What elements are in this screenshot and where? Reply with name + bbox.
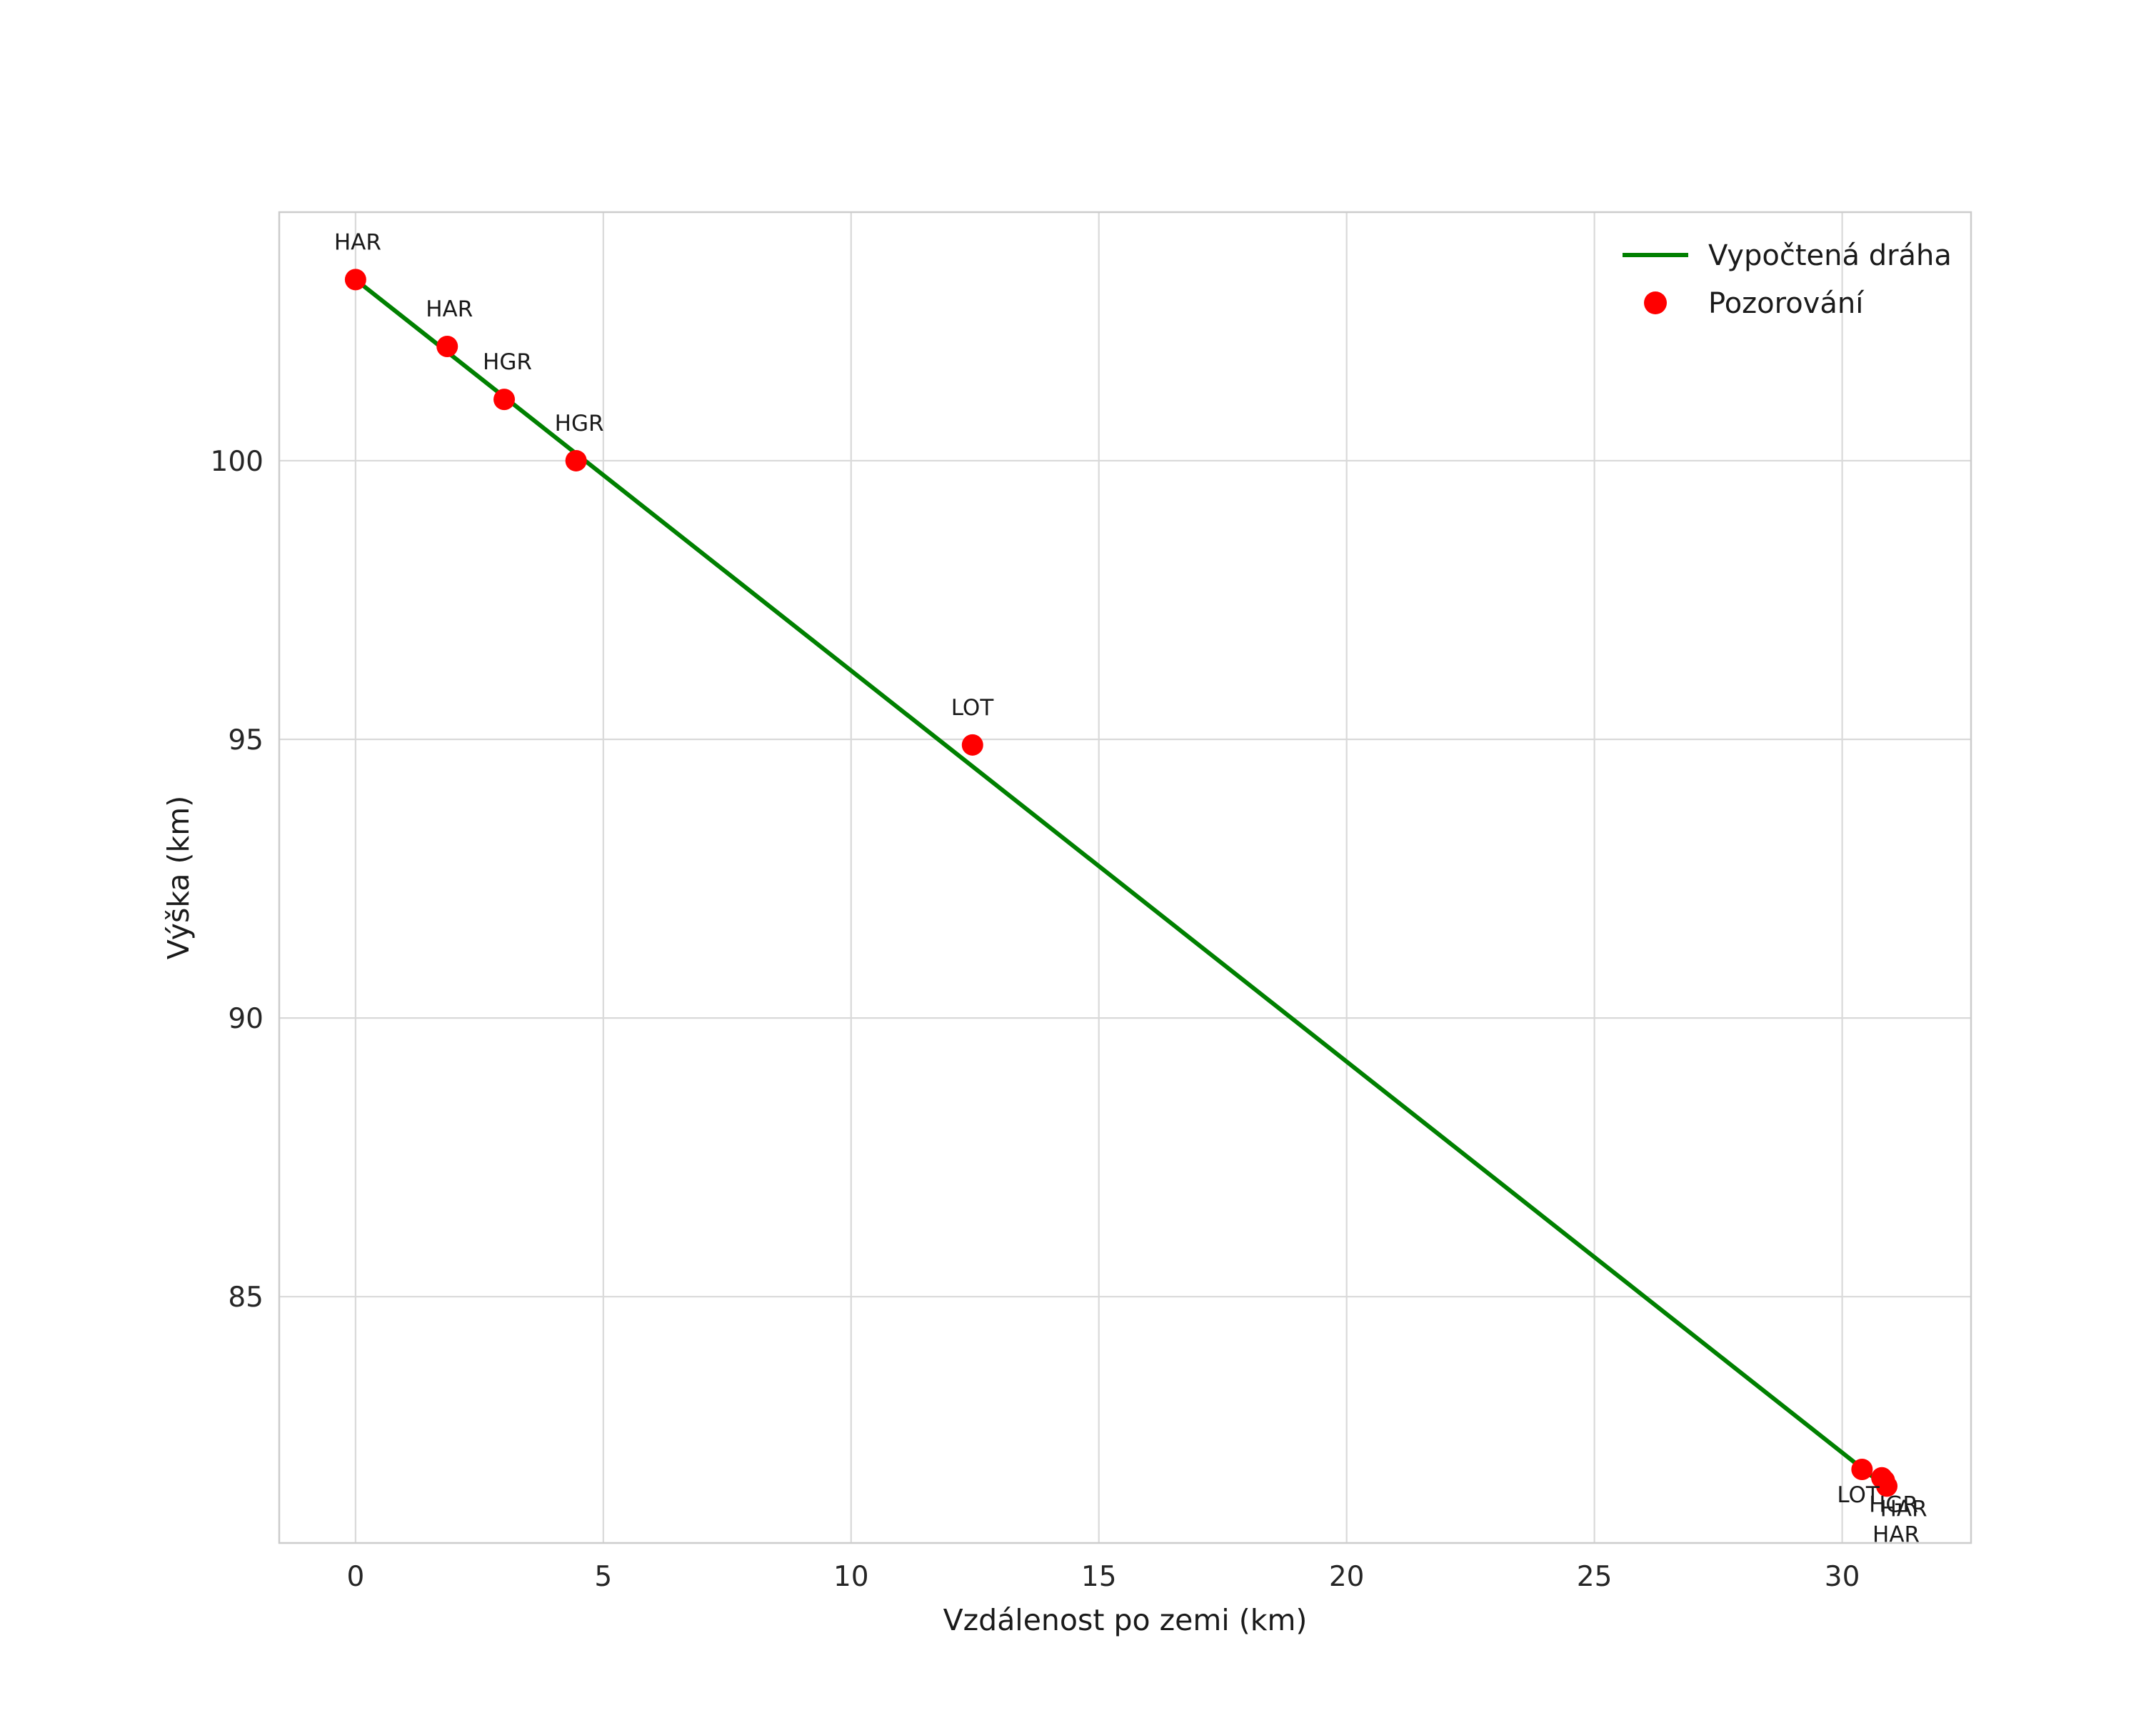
y-tick-label: 100: [211, 446, 264, 478]
observation-point: [565, 449, 587, 471]
point-label: LOT: [951, 695, 995, 721]
y-tick-label: 90: [228, 1003, 264, 1035]
x-tick-label: 15: [1081, 1561, 1117, 1593]
point-label: HAR: [334, 229, 381, 255]
point-label: HAR: [1880, 1497, 1927, 1522]
legend-label: Pozorování: [1708, 287, 1865, 320]
legend-point-sample: [1644, 291, 1667, 314]
observation-point: [1851, 1459, 1873, 1481]
x-tick-label: 25: [1577, 1561, 1613, 1593]
point-label: LOT: [1837, 1482, 1880, 1508]
x-tick-label: 5: [594, 1561, 612, 1593]
x-axis-title: Vzdálenost po zemi (km): [943, 1603, 1308, 1637]
y-tick-label: 95: [228, 724, 264, 756]
point-label: HGR: [1869, 1492, 1918, 1518]
observation-point: [436, 336, 458, 358]
y-tick-label: 85: [228, 1282, 264, 1314]
observation-point: [1876, 1475, 1898, 1497]
trajectory-line: [353, 277, 1875, 1479]
y-axis-title: Výška (km): [161, 796, 196, 959]
point-label: HGR: [483, 349, 532, 375]
observation-point: [344, 269, 366, 291]
x-tick-label: 0: [346, 1561, 364, 1593]
point-label: HGR: [555, 411, 604, 436]
point-label: HAR: [1872, 1522, 1920, 1547]
observation-point: [493, 389, 516, 411]
observation-point: [961, 734, 983, 756]
x-tick-label: 10: [833, 1561, 869, 1593]
legend-label: Vypočtená dráha: [1708, 239, 1952, 272]
point-label: HAR: [426, 296, 473, 322]
plot-border: [278, 211, 1972, 1544]
x-tick-label: 20: [1329, 1561, 1365, 1593]
x-tick-label: 30: [1825, 1561, 1860, 1593]
